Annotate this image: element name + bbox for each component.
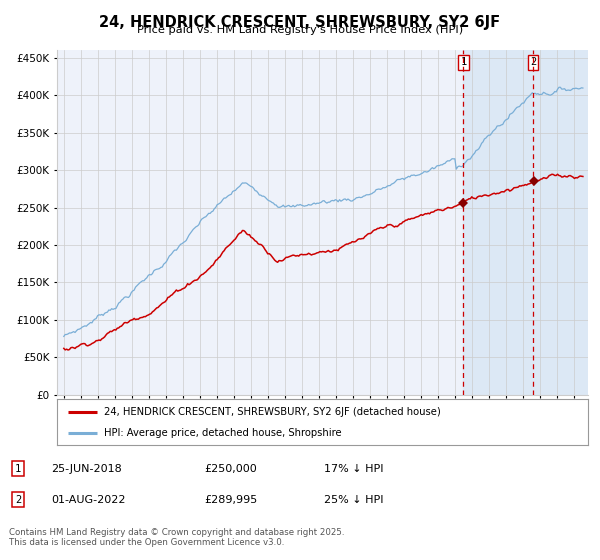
Text: £250,000: £250,000: [204, 464, 257, 474]
Text: £289,995: £289,995: [204, 494, 257, 505]
Text: HPI: Average price, detached house, Shropshire: HPI: Average price, detached house, Shro…: [104, 428, 341, 438]
Text: 1: 1: [460, 58, 467, 67]
Text: 24, HENDRICK CRESCENT, SHREWSBURY, SY2 6JF (detached house): 24, HENDRICK CRESCENT, SHREWSBURY, SY2 6…: [104, 407, 440, 417]
Text: 1: 1: [15, 464, 21, 474]
Bar: [463, 50, 588, 395]
Text: 25-JUN-2018: 25-JUN-2018: [51, 464, 122, 474]
Text: Price paid vs. HM Land Registry's House Price Index (HPI): Price paid vs. HM Land Registry's House …: [137, 25, 463, 35]
Text: 01-AUG-2022: 01-AUG-2022: [51, 494, 125, 505]
Text: 17% ↓ HPI: 17% ↓ HPI: [324, 464, 383, 474]
Text: Contains HM Land Registry data © Crown copyright and database right 2025.
This d: Contains HM Land Registry data © Crown c…: [9, 528, 344, 547]
Text: 2: 2: [15, 494, 21, 505]
Text: 2: 2: [530, 58, 536, 67]
Text: 24, HENDRICK CRESCENT, SHREWSBURY, SY2 6JF: 24, HENDRICK CRESCENT, SHREWSBURY, SY2 6…: [100, 15, 500, 30]
Text: 25% ↓ HPI: 25% ↓ HPI: [324, 494, 383, 505]
